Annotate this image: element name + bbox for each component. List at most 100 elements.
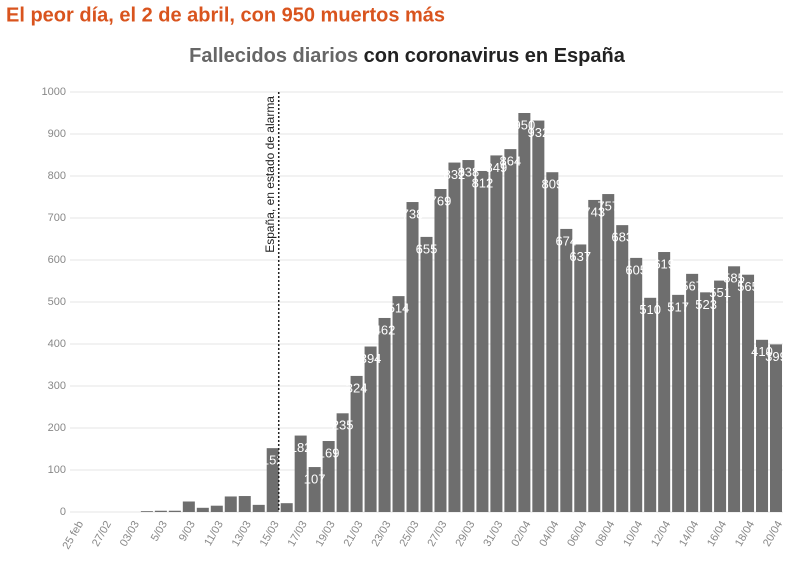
data-label: 565 <box>737 279 759 294</box>
x-tick-label: 9/03 <box>177 519 198 544</box>
bar <box>560 228 573 513</box>
bar <box>769 344 783 512</box>
bar <box>658 252 671 512</box>
chart-title: Fallecidos diarios con coronavirus en Es… <box>189 45 626 67</box>
x-tick-label: 25/03 <box>397 519 421 549</box>
x-tick-label: 17/03 <box>286 519 310 549</box>
bar <box>266 448 279 512</box>
data-label: 235 <box>332 418 354 433</box>
y-tick-label: 800 <box>48 170 66 182</box>
bar <box>322 441 335 512</box>
y-tick-label: 700 <box>48 212 66 224</box>
data-label: 619 <box>653 256 675 271</box>
x-tick-label: 04/04 <box>537 519 561 549</box>
y-tick-label: 400 <box>48 338 66 350</box>
data-label: 838 <box>458 164 480 179</box>
data-label: 169 <box>318 445 340 460</box>
data-label: 932 <box>527 125 549 140</box>
bar <box>252 504 265 512</box>
data-label: 107 <box>304 471 326 486</box>
bar <box>490 155 503 513</box>
bar <box>308 467 321 512</box>
data-label: 637 <box>569 249 591 264</box>
bar <box>672 294 685 512</box>
bar <box>420 236 433 512</box>
bar <box>714 280 727 512</box>
data-label: 462 <box>374 322 396 337</box>
x-tick-label: 11/03 <box>202 519 226 548</box>
data-label: 832 <box>444 167 466 182</box>
bar <box>700 292 713 512</box>
y-tick-label: 300 <box>48 380 66 392</box>
x-tick-label: 31/03 <box>481 519 505 549</box>
bar <box>182 501 195 512</box>
bar <box>686 273 699 512</box>
data-label: 523 <box>695 297 717 312</box>
bar <box>434 189 447 512</box>
bar <box>602 194 615 512</box>
data-label: 674 <box>555 233 577 248</box>
x-tick-label: 14/04 <box>677 519 701 549</box>
bar <box>448 162 461 512</box>
x-tick-label: 18/04 <box>733 519 757 549</box>
bar <box>140 511 153 512</box>
x-tick-label: 06/04 <box>565 519 589 549</box>
x-tick-label: 02/04 <box>509 519 533 549</box>
x-tick-label: 25 feb <box>60 519 86 551</box>
bar <box>210 505 223 512</box>
y-tick-label: 1000 <box>42 86 66 98</box>
data-label: 152 <box>262 453 284 468</box>
bar <box>350 375 363 512</box>
data-label: 585 <box>723 271 745 286</box>
bar <box>630 257 643 512</box>
y-tick-label: 500 <box>48 296 66 308</box>
bar <box>756 339 769 512</box>
bar <box>518 113 531 512</box>
bar <box>280 503 293 512</box>
data-label: 743 <box>583 204 605 219</box>
data-label: 864 <box>500 154 522 169</box>
x-tick-label: 10/04 <box>621 519 645 549</box>
data-label: 182 <box>290 440 312 455</box>
annotation-text: España, en estado de alarma <box>263 96 277 253</box>
data-label: 809 <box>541 177 563 192</box>
data-label: 605 <box>625 262 647 277</box>
data-label: 738 <box>402 206 424 221</box>
headline: El peor día, el 2 de abril, con 950 muer… <box>6 4 445 26</box>
bar <box>378 317 391 512</box>
bar <box>588 199 601 512</box>
x-tick-label: 03/03 <box>118 519 142 549</box>
bar <box>336 413 349 512</box>
data-label: 514 <box>388 301 410 316</box>
data-label: 950 <box>514 117 536 132</box>
y-tick-label: 900 <box>48 128 66 140</box>
data-label: 849 <box>486 160 508 175</box>
x-tick-label: 29/03 <box>453 519 477 549</box>
y-tick-label: 100 <box>48 464 66 476</box>
data-label: 757 <box>597 198 619 213</box>
x-tick-label: 13/03 <box>230 519 254 549</box>
data-label: 410 <box>751 344 773 359</box>
data-label: 399 <box>765 349 787 364</box>
x-tick-label: 5/03 <box>149 519 170 544</box>
x-tick-label: 19/03 <box>314 519 338 549</box>
bar <box>728 266 741 512</box>
bar <box>154 510 167 512</box>
bar <box>364 346 377 512</box>
x-tick-label: 27/03 <box>425 519 449 549</box>
x-tick-label: 16/04 <box>705 519 729 549</box>
data-label: 683 <box>611 230 633 245</box>
y-tick-label: 200 <box>48 422 66 434</box>
bar <box>504 149 517 512</box>
x-tick-label: 27/02 <box>90 519 114 549</box>
data-label: 567 <box>681 278 703 293</box>
x-tick-label: 23/03 <box>370 519 394 549</box>
x-tick-label: 08/04 <box>593 519 617 549</box>
bar <box>616 225 629 512</box>
bar <box>574 244 587 512</box>
bar <box>406 202 419 513</box>
data-label: 324 <box>346 380 368 395</box>
title-part: Fallecidos diarios <box>189 45 358 67</box>
bar <box>238 496 251 512</box>
